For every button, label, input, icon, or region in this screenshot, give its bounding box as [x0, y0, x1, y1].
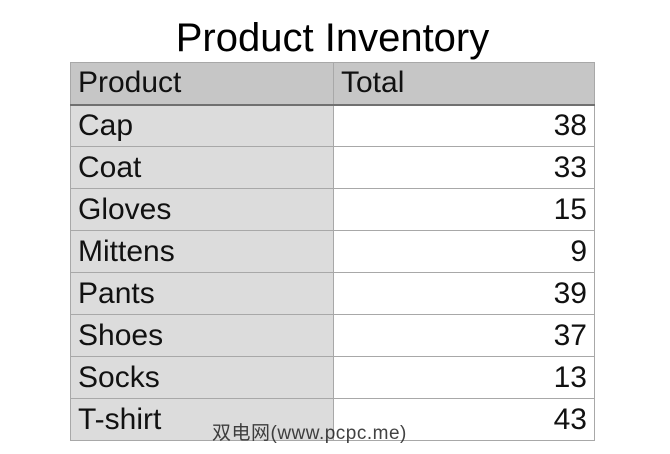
total-cell: 33	[333, 146, 595, 189]
product-cell: Gloves	[70, 188, 334, 231]
table-row: Gloves 15	[70, 188, 595, 231]
total-cell: 43	[333, 398, 595, 441]
watermark: 双电网(www.pcpc.me)	[212, 423, 407, 444]
table-row: Shoes 37	[70, 314, 595, 357]
page-title: Product Inventory	[175, 16, 490, 60]
product-cell: T-shirt	[70, 398, 334, 441]
total-cell: 39	[333, 272, 595, 315]
table-row: T-shirt 43	[70, 398, 595, 441]
product-cell: Mittens	[70, 230, 334, 273]
total-cell: 37	[333, 314, 595, 357]
total-cell: 38	[333, 104, 595, 147]
product-cell: Socks	[70, 356, 334, 399]
header-row: Product Total	[70, 62, 595, 106]
header-product: Product	[70, 62, 334, 106]
table-row: Socks 13	[70, 356, 595, 399]
table-row: Coat 33	[70, 146, 595, 189]
table-row: Mittens 9	[70, 230, 595, 273]
header-total: Total	[333, 62, 595, 106]
total-cell: 9	[333, 230, 595, 273]
table-row: Pants 39	[70, 272, 595, 315]
product-cell: Cap	[70, 104, 334, 147]
total-cell: 13	[333, 356, 595, 399]
inventory-table: Product Total Cap 38 Coat 33 Gloves 15 Mittens…	[70, 62, 595, 441]
product-cell: Coat	[70, 146, 334, 189]
table-row: Cap 38	[70, 104, 595, 147]
total-cell: 15	[333, 188, 595, 231]
product-cell: Shoes	[70, 314, 334, 357]
product-cell: Pants	[70, 272, 334, 315]
